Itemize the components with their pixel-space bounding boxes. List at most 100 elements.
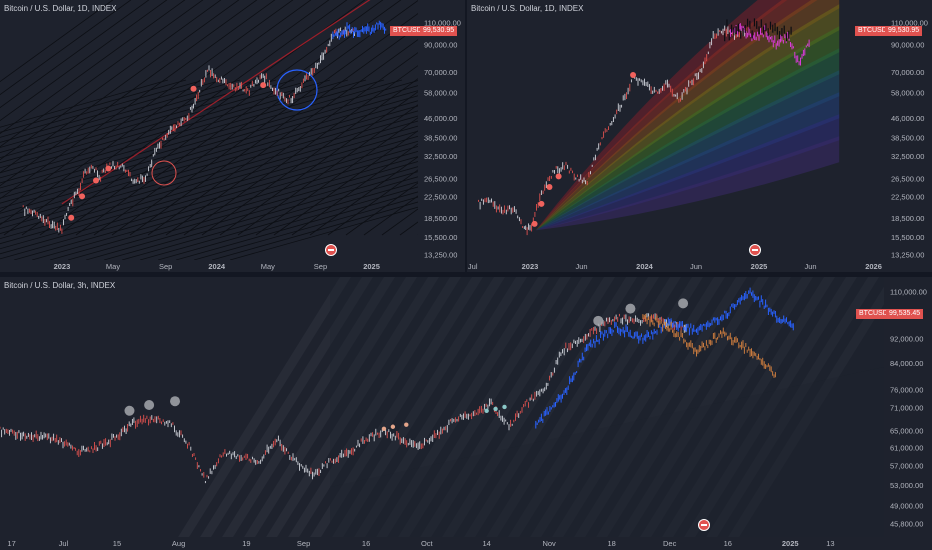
- chart-1-y-tick-label: 110,000.00: [424, 18, 461, 27]
- chart-panel-1: 13,250.00 15,500.00 18,500.00 22,500.00 26,5…: [0, 0, 465, 272]
- chart-3-x-tick-label: 15: [113, 539, 121, 548]
- chart-2-x-tick-label: 2023: [522, 262, 539, 271]
- chart-panel-3: 45,800.00 49,000.00 53,000.00 57,000.00 61,0…: [0, 277, 932, 550]
- chart-2-fan-band: [535, 70, 840, 231]
- chart-1-y-tick-label: 46,000.00: [424, 114, 457, 123]
- chart-2-x-tick-label: Jun: [575, 262, 587, 271]
- chart-1-plot-area: [0, 0, 465, 261]
- chart-3-symbol-badge: BTCUSD: [856, 309, 891, 319]
- chart-2-candles: [478, 25, 747, 236]
- chart-3-plot-area: [0, 277, 901, 550]
- chart-3-y-tick-label: 92,000.00: [890, 335, 923, 344]
- chart-2-x-tick-label: Jul: [468, 262, 478, 271]
- chart-1-highlight-circle-red: [151, 160, 177, 186]
- chart-1-y-tick-label: 38,500.00: [424, 133, 457, 142]
- chart-3-y-tick-label: 49,000.00: [890, 502, 923, 511]
- signal-marker: [92, 177, 99, 184]
- chart-3-canvas[interactable]: 45,800.00 49,000.00 53,000.00 57,000.00 61,0…: [0, 277, 932, 550]
- chart-2-y-tick-label: 18,500.00: [891, 214, 924, 223]
- chart-2-y-tick-label: 15,500.00: [891, 233, 924, 242]
- chart-2-y-tick-label: 90,000.00: [891, 40, 924, 49]
- panel-divider-vertical[interactable]: [465, 0, 467, 272]
- chart-2-x-tick-label: Jun: [690, 262, 702, 271]
- chart-2-black-overlay-series: [724, 18, 792, 42]
- chart-1-y-tick-label: 22,500.00: [424, 192, 457, 201]
- chart-1-x-tick-label: May: [261, 262, 275, 271]
- chart-2-canvas[interactable]: 13,250.00 15,500.00 18,500.00 22,500.00 26,5…: [467, 0, 932, 272]
- chart-2-y-tick-label: 38,500.00: [891, 133, 924, 142]
- chart-2-symbol-badge: BTCUSD: [855, 26, 890, 36]
- chart-1-candles: [22, 26, 355, 234]
- chart-3-title: Bitcoin / U.S. Dollar, 3h, INDEX: [4, 281, 116, 290]
- chart-3-x-tick-label: 14: [482, 539, 490, 548]
- chart-1-symbol-badge: BTCUSD: [390, 26, 425, 36]
- signal-marker: [260, 82, 267, 89]
- signal-marker-large: [625, 303, 636, 314]
- chart-1-x-tick-label: 2025: [363, 262, 380, 271]
- chart-3-x-tick-label: 13: [826, 539, 834, 548]
- chart-1-x-tick-label: May: [106, 262, 120, 271]
- signal-marker-small: [381, 426, 387, 432]
- chart-1-x-tick-label: 2024: [208, 262, 226, 271]
- chart-1-x-tick-label: 2023: [54, 262, 71, 271]
- chart-1-time-axis: 2023 May Sep 2024 May Sep 2025: [0, 260, 465, 272]
- chart-1-highlight-circle-blue: [276, 69, 318, 111]
- signal-marker: [79, 193, 86, 200]
- signal-marker-large: [678, 298, 689, 309]
- signal-marker: [538, 200, 545, 207]
- chart-1-y-tick-label: 90,000.00: [424, 40, 457, 49]
- signal-marker-large: [144, 399, 155, 410]
- chart-2-fan-band: [535, 4, 840, 231]
- chart-3-x-tick-label: 2025: [782, 539, 799, 548]
- chart-panel-2: 13,250.00 15,500.00 18,500.00 22,500.00 26,5…: [467, 0, 932, 272]
- chart-2-x-tick-label: Jun: [805, 262, 817, 271]
- chart-1-last-price: 99,530.95: [420, 26, 458, 36]
- chart-2-y-tick-label: 70,000.00: [891, 68, 924, 77]
- signal-marker: [68, 214, 75, 221]
- chart-1-title: Bitcoin / U.S. Dollar, 1D, INDEX: [4, 4, 117, 13]
- panel-divider-horizontal[interactable]: [0, 272, 932, 277]
- chart-3-y-tick-label: 76,000.00: [890, 385, 923, 394]
- chart-2-plot-area: [478, 0, 840, 236]
- signal-marker-large: [124, 405, 135, 416]
- chart-1-y-tick-label: 18,500.00: [424, 214, 457, 223]
- chart-1-x-tick-label: Sep: [159, 262, 172, 271]
- chart-1-y-tick-label: 15,500.00: [424, 233, 457, 242]
- chart-1-projection-series-1: [332, 20, 387, 40]
- chart-1-gann-grid: [0, 0, 465, 261]
- chart-3-x-tick-label: Dec: [663, 539, 677, 548]
- chart-2-x-tick-label: 2026: [865, 262, 882, 271]
- chart-2-fan-band: [535, 48, 840, 231]
- chart-3-candles: [0, 313, 687, 484]
- chart-3-y-tick-label: 110,000.00: [890, 287, 927, 296]
- chart-2-time-axis: Jul 2023 Jun 2024 Jun 2025 Jun 2026: [467, 260, 932, 272]
- chart-3-x-tick-label: Jul: [59, 539, 69, 548]
- chart-3-signal-markers: [124, 298, 689, 432]
- chart-3-x-tick-label: 17: [7, 539, 15, 548]
- chart-1-canvas[interactable]: 13,250.00 15,500.00 18,500.00 22,500.00 26,5…: [0, 0, 465, 272]
- chart-1-price-axis: 13,250.00 15,500.00 18,500.00 22,500.00 26,5…: [418, 0, 465, 272]
- chart-2-y-tick-label: 32,500.00: [891, 152, 924, 161]
- tradingview-logo-icon[interactable]: [698, 519, 710, 531]
- chart-3-y-tick-label: 71,000.00: [890, 403, 923, 412]
- chart-2-y-tick-label: 110,000.00: [891, 18, 928, 27]
- chart-3-time-axis: 17 Jul 15 Aug 19 Sep 16 Oct 14 Nov 18 Dec 16 2025 13: [0, 537, 932, 550]
- chart-1-y-tick-label: 26,500.00: [424, 174, 457, 183]
- chart-1-x-tick-label: Sep: [314, 262, 327, 271]
- chart-3-price-axis: 45,800.00 49,000.00 53,000.00 57,000.00 61,0…: [884, 277, 932, 550]
- chart-1-y-tick-label: 58,000.00: [424, 88, 457, 97]
- chart-1-y-tick-label: 32,500.00: [424, 152, 457, 161]
- chart-3-x-tick-label: Nov: [542, 539, 556, 548]
- signal-marker-large: [593, 315, 604, 326]
- chart-3-y-tick-label: 65,000.00: [890, 427, 923, 436]
- tradingview-logo-icon[interactable]: [325, 244, 337, 256]
- signal-marker-small: [493, 406, 498, 412]
- signal-marker-large: [170, 396, 181, 407]
- chart-3-y-tick-label: 57,000.00: [890, 461, 923, 470]
- signal-marker-small: [502, 404, 507, 410]
- signal-marker: [555, 173, 562, 180]
- chart-3-y-tick-label: 45,800.00: [890, 519, 923, 528]
- tradingview-logo-icon[interactable]: [749, 244, 761, 256]
- chart-3-x-tick-label: 18: [607, 539, 615, 548]
- signal-marker: [546, 183, 553, 190]
